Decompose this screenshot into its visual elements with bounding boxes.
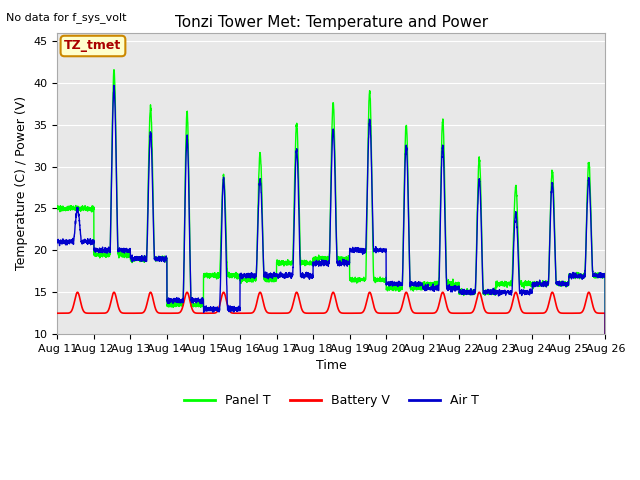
Text: TZ_tmet: TZ_tmet — [65, 39, 122, 52]
Y-axis label: Temperature (C) / Power (V): Temperature (C) / Power (V) — [15, 96, 28, 270]
X-axis label: Time: Time — [316, 360, 347, 372]
Title: Tonzi Tower Met: Temperature and Power: Tonzi Tower Met: Temperature and Power — [175, 15, 488, 30]
Text: No data for f_sys_volt: No data for f_sys_volt — [6, 12, 127, 23]
Legend: Panel T, Battery V, Air T: Panel T, Battery V, Air T — [179, 389, 484, 412]
